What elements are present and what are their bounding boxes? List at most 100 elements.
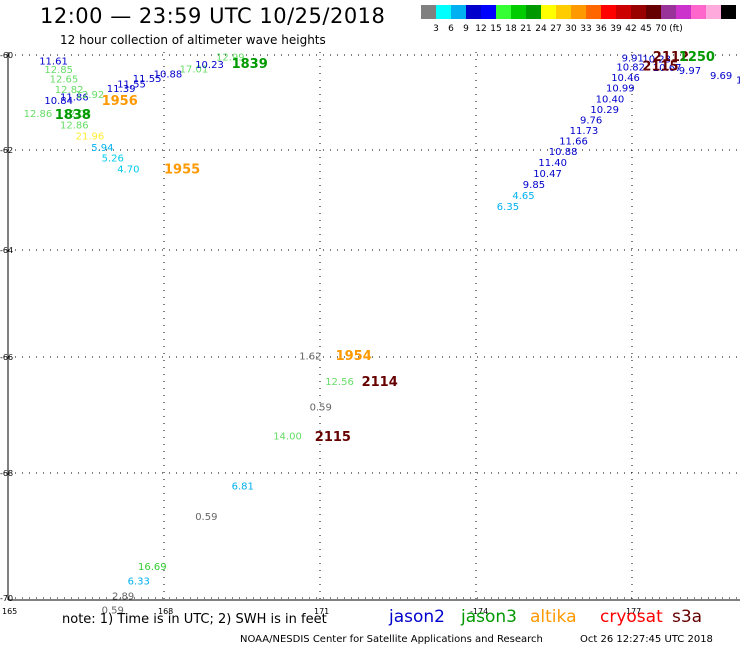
wave-height-label: 11.86 <box>60 93 89 104</box>
wave-height-label: 5.26 <box>102 154 124 165</box>
colorbar-label: 45 <box>640 24 652 34</box>
pass-time-label: 2114 <box>362 375 398 390</box>
latitude-tick-label: -64 <box>0 246 13 255</box>
wave-height-label: 21.96 <box>76 132 105 143</box>
longitude-tick-label: -174 <box>470 607 488 616</box>
legend-cryosat: cryosat <box>600 607 663 627</box>
wave-height-label: 16.69 <box>138 562 167 573</box>
colorbar-label: 70 <box>655 24 667 34</box>
colorbar-swatch <box>676 5 691 19</box>
wave-height-label: 10.67 <box>653 63 682 74</box>
legend-jason3: jason3 <box>461 607 517 627</box>
pass-time-label: 2112 <box>653 50 689 65</box>
latitude-tick-label: -62 <box>0 146 13 155</box>
longitude-tick-label: 177 <box>626 607 641 616</box>
pass-time-label: 1954 <box>336 349 372 364</box>
wave-height-label: 12.99 <box>216 53 245 64</box>
colorbar-label: 18 <box>505 24 517 34</box>
credit-line: NOAA/NESDIS Center for Satellite Applica… <box>240 634 543 645</box>
latitude-tick-label: -60 <box>0 51 13 60</box>
wave-height-label: 11.73 <box>570 126 599 137</box>
wave-height-label: 0.59 <box>102 606 124 617</box>
latitude-tick-label: -68 <box>0 469 13 478</box>
wave-height-label: 11.40 <box>538 158 567 169</box>
legend-altika: altika <box>530 607 577 627</box>
colorbar-swatch <box>631 5 646 19</box>
pass-time-label: 1839 <box>232 57 268 72</box>
colorbar-swatch <box>451 5 466 19</box>
wave-height-label: 10.47 <box>533 169 562 180</box>
colorbar-swatch <box>511 5 526 19</box>
wave-height-label: 12.86 <box>60 121 89 132</box>
wave-height-label: 11.39 <box>107 84 136 95</box>
colorbar-label: 39 <box>610 24 622 34</box>
wave-height-label: 12.56 <box>325 377 354 388</box>
colorbar-label: 21 <box>520 24 532 34</box>
colorbar-label: 12 <box>475 24 487 34</box>
wave-height-label: 9.91 <box>622 54 644 65</box>
wave-height-label: 10.82 <box>616 63 645 74</box>
colorbar-label: 3 <box>433 24 439 34</box>
wave-height-label: 12.82 <box>55 85 84 96</box>
wave-height-label: 11.61 <box>39 57 68 68</box>
latitude-tick-label: -66 <box>0 353 13 362</box>
wave-height-label: 5.94 <box>91 143 113 154</box>
wave-height-label: 1.62 <box>299 351 321 362</box>
colorbar-swatch <box>691 5 706 19</box>
colorbar-swatch <box>556 5 571 19</box>
latitude-tick-label: -70 <box>0 594 13 603</box>
colorbar-swatch <box>661 5 676 19</box>
wave-height-label: 0.59 <box>195 512 217 523</box>
colorbar-swatch <box>586 5 601 19</box>
map-title: 12:00 — 23:59 UTC 10/25/2018 <box>40 4 386 28</box>
wave-height-label: 12.65 <box>50 75 79 86</box>
wave-height-label: 10.23 <box>195 60 224 71</box>
wave-height-label: 17.01 <box>180 65 209 76</box>
footer-note: note: 1) Time is in UTC; 2) SWH is in fe… <box>62 612 327 627</box>
colorbar-label: (ft) <box>669 24 683 34</box>
wave-height-label: 10.29 <box>590 105 619 116</box>
pass-time-label: 1838 <box>55 108 91 123</box>
wave-height-label: 6.81 <box>232 481 254 492</box>
wave-height-label: 12.86 <box>24 109 53 120</box>
wave-height-label: 9.85 <box>523 180 545 191</box>
wave-height-label: 9.76 <box>580 115 602 126</box>
wave-height-label: 10.23 <box>642 55 671 66</box>
wave-height-label: 6.33 <box>128 576 150 587</box>
colorbar-swatch <box>481 5 496 19</box>
generated-timestamp: Oct 26 12:27:45 UTC 2018 <box>580 634 713 645</box>
wave-height-label: 11.55 <box>133 74 162 85</box>
colorbar-swatch <box>601 5 616 19</box>
wave-height-label: 10.46 <box>736 76 740 87</box>
wave-height-label: 10.46 <box>611 73 640 84</box>
pass-time-label: 1956 <box>102 94 138 109</box>
wave-height-label: 10.88 <box>154 69 183 80</box>
pass-time-label: 1250 <box>679 50 715 65</box>
wave-height-label: 10.88 <box>549 147 578 158</box>
colorbar-label: 9 <box>463 24 469 34</box>
colorbar-swatch <box>421 5 436 19</box>
colorbar-label: 27 <box>550 24 562 34</box>
pass-time-label: 2115 <box>642 60 678 75</box>
wave-height-label: 10.84 <box>44 96 73 107</box>
colorbar-label: 36 <box>595 24 607 34</box>
wave-height-label: 10.40 <box>596 95 625 106</box>
longitude-tick-label: 168 <box>158 607 173 616</box>
pass-time-label: 1955 <box>164 163 200 178</box>
legend-s3a: s3a <box>672 607 703 627</box>
colorbar-label: 24 <box>535 24 547 34</box>
wave-height-label: 9.97 <box>679 66 701 77</box>
wave-height-label: 6.35 <box>497 202 519 213</box>
wave-height-label: 12.04 <box>63 109 92 120</box>
longitude-tick-label: 165 <box>2 607 17 616</box>
wave-height-label: 0.59 <box>310 402 332 413</box>
wave-height-label: 4.65 <box>512 191 534 202</box>
colorbar-swatch <box>526 5 541 19</box>
wave-height-label: 2.89 <box>112 591 134 602</box>
colorbar-label: 15 <box>490 24 502 34</box>
wave-height-label: 12.92 <box>76 90 105 101</box>
pass-time-label: 2115 <box>315 430 351 445</box>
colorbar-swatch <box>646 5 661 19</box>
colorbar-label: 30 <box>565 24 577 34</box>
